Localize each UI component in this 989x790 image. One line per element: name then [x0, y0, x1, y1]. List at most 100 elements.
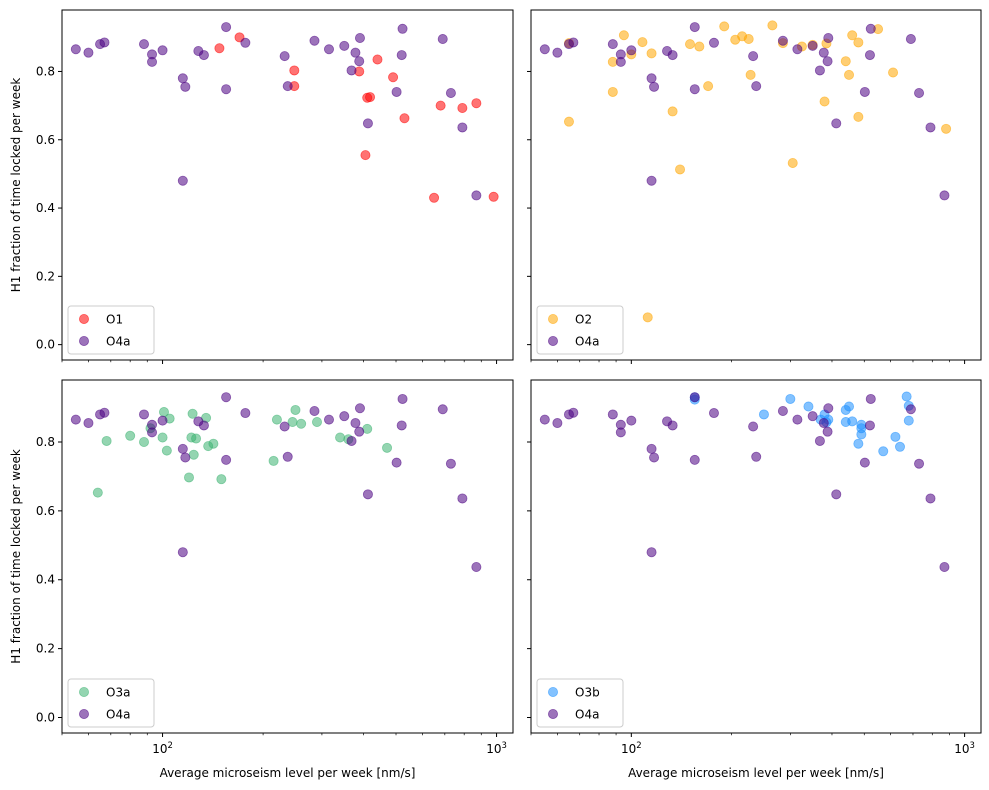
y-tick-label: 0.6 [36, 504, 55, 518]
data-point-o4a [568, 37, 579, 48]
data-point-o4a [607, 39, 618, 50]
x-tick-label: 102 [621, 741, 642, 756]
data-point-o4a [177, 547, 188, 558]
data-point-o4a [437, 34, 448, 45]
data-point-o2 [745, 69, 756, 80]
legend-marker [548, 313, 559, 324]
panel-4: 102 103 Average microseism level per week … [527, 379, 982, 780]
data-point-o2 [618, 30, 629, 41]
data-point-o4a [822, 426, 833, 437]
scatter-points [539, 20, 952, 323]
data-point-o3a [101, 435, 112, 446]
data-point-o3b [856, 419, 867, 430]
data-point-o4a [457, 493, 468, 504]
data-point-o4a [350, 47, 361, 58]
data-point-o3a [311, 417, 322, 428]
data-point-o3b [803, 401, 814, 412]
y-tick-label: 0.4 [36, 573, 55, 587]
data-point-o4a [240, 408, 251, 419]
data-point-o4a [792, 414, 803, 425]
data-point-o4a [708, 408, 719, 419]
legend-label: O2 [575, 313, 592, 327]
data-point-o4a [221, 454, 232, 465]
data-point-o3a [287, 417, 298, 428]
data-point-o1 [388, 72, 399, 83]
data-point-o4a [626, 45, 637, 56]
scatter-points [70, 22, 499, 203]
data-point-o4a [362, 489, 373, 500]
data-point-o4a [147, 49, 158, 60]
data-point-o4a [792, 44, 803, 55]
x-tick-label: 103 [954, 741, 975, 756]
legend-box [536, 305, 624, 355]
data-point-o2 [853, 37, 864, 48]
data-point-o4a [814, 65, 825, 76]
data-point-o4a [221, 22, 232, 33]
data-point-o4a [83, 418, 94, 429]
data-point-o3b [758, 409, 769, 420]
data-point-o4a [822, 56, 833, 67]
data-point-o2 [675, 164, 686, 175]
data-point-o2 [767, 20, 778, 31]
data-point-o4a [471, 562, 482, 573]
data-point-o3b [847, 416, 858, 427]
data-point-o3b [890, 431, 901, 442]
data-point-o4a [339, 411, 350, 422]
data-point-o2 [844, 69, 855, 80]
data-point-o4a [865, 23, 876, 34]
data-point-o4a [354, 403, 365, 414]
data-point-o4a [925, 122, 936, 133]
data-point-o2 [853, 111, 864, 122]
axes-frame [61, 379, 514, 734]
y-tick-label: 0.2 [36, 269, 55, 283]
y-axis-label: H1 fraction of time locked per week [9, 449, 23, 664]
data-point-o4a [437, 404, 448, 415]
data-point-o4a [859, 457, 870, 468]
y-tick-label: 0.6 [36, 133, 55, 147]
legend-label: O4a [106, 335, 130, 349]
data-point-o4a [221, 392, 232, 403]
data-point-o4a [279, 51, 290, 62]
data-point-o4a [939, 562, 950, 573]
data-point-o4a [177, 443, 188, 454]
data-point-o2 [563, 116, 574, 127]
legend-box [67, 678, 155, 728]
data-point-o3a [187, 408, 198, 419]
data-point-o2 [719, 21, 730, 32]
data-point-o4a [939, 190, 950, 201]
data-point-o3a [268, 455, 279, 466]
data-point-o3b [785, 393, 796, 404]
data-point-o1 [435, 100, 446, 111]
x-tick-label: 102 [152, 741, 173, 756]
data-point-o4a [607, 409, 618, 420]
data-point-o1 [289, 65, 300, 76]
data-point-o4a [177, 175, 188, 186]
data-point-o1 [429, 192, 440, 203]
data-point-o4a [309, 35, 320, 46]
panel-2: O2 O4a [527, 9, 982, 364]
data-point-o3b [903, 415, 914, 426]
data-point-o4a [689, 22, 700, 33]
data-point-o3a [92, 487, 103, 498]
legend-marker [79, 687, 90, 698]
scatter-points [539, 391, 950, 573]
legend-marker [79, 313, 90, 324]
legend-marker [548, 687, 559, 698]
legend-marker [79, 709, 90, 720]
data-point-o1 [360, 150, 371, 161]
data-point-o2 [703, 81, 714, 92]
panel-1: 0.0 0.2 0.4 0.6 0.8 H1 fraction of time locke… [9, 9, 514, 364]
data-point-o4a [83, 47, 94, 58]
axes-frame [530, 9, 982, 361]
data-point-o3a [138, 436, 149, 447]
y-tick-label: 0.0 [36, 338, 55, 352]
data-point-o4a [539, 414, 550, 425]
data-point-o3a [161, 445, 172, 456]
data-point-o4a [646, 547, 657, 558]
data-point-o4a [457, 122, 468, 133]
data-point-o4a [99, 407, 110, 418]
data-point-o3a [296, 418, 307, 429]
data-point-o3a [271, 414, 282, 425]
scatter-points [70, 392, 482, 573]
data-point-o2 [694, 41, 705, 52]
